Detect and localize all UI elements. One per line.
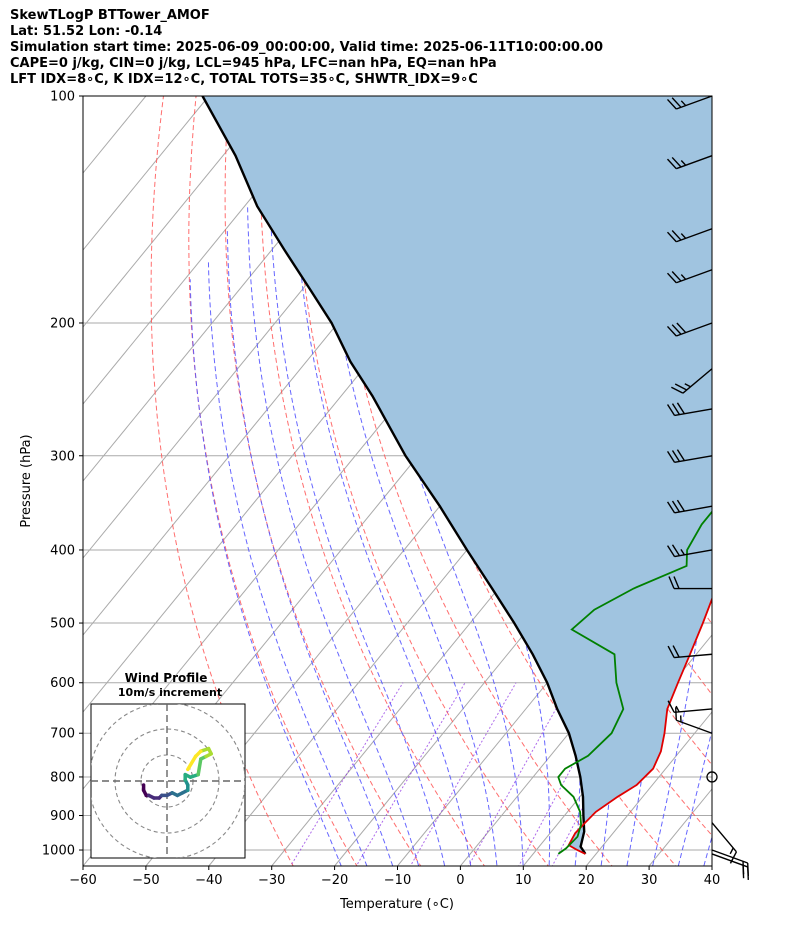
chart-title: SkewTLogP BTTower_AMOF xyxy=(10,8,210,23)
wind-barbs xyxy=(666,95,750,880)
location-line: Lat: 51.52 Lon: -0.14 xyxy=(10,24,163,39)
hodograph-segment xyxy=(186,754,198,772)
y-tick-label: 100 xyxy=(50,90,75,105)
y-tick-label: 500 xyxy=(50,617,75,632)
profile-lines xyxy=(201,96,712,855)
isotherm-line xyxy=(83,96,335,405)
mixing-ratio-line xyxy=(290,682,404,866)
x-tick-label: −50 xyxy=(132,873,159,888)
wind-barb xyxy=(666,402,713,417)
moist-adiabat xyxy=(189,279,342,866)
wind-barb xyxy=(711,853,750,880)
inset-title: Wind Profile xyxy=(125,671,208,685)
mixing-ratio-line xyxy=(355,682,466,866)
moist-adiabat xyxy=(623,96,711,866)
wind-barb xyxy=(666,228,713,243)
y-tick-label: 400 xyxy=(50,543,75,558)
dewpoint-line xyxy=(557,510,712,855)
wind-barb xyxy=(666,449,713,464)
x-tick-label: −40 xyxy=(195,873,222,888)
x-axis-label: Temperature (∘C) xyxy=(339,897,454,912)
moist-adiabat xyxy=(703,834,712,866)
mixing-ratio-line xyxy=(409,682,517,866)
wind-barb xyxy=(667,700,713,713)
index-line: LFT IDX=8∘C, K IDX=12∘C, TOTAL TOTS=35∘C… xyxy=(10,72,478,87)
y-axis-label: Pressure (hPa) xyxy=(19,434,34,527)
cape-shading xyxy=(202,96,712,854)
x-axis: −60 −50 −40 −30 −20 −10 0 10 20 30 40 xyxy=(69,866,720,888)
y-tick-label: 300 xyxy=(50,449,75,464)
y-axis: 1000 900 800 700 600 500 400 300 200 100 xyxy=(42,90,83,859)
time-line: Simulation start time: 2025-06-09_00:00:… xyxy=(10,40,603,55)
mixing-ratio-line xyxy=(467,682,572,866)
dry-adiabat xyxy=(224,96,422,866)
wind-barb xyxy=(667,645,713,659)
wind-barb xyxy=(666,95,713,110)
x-tick-label: 0 xyxy=(456,873,464,888)
x-tick-label: −60 xyxy=(69,873,96,888)
hodograph-segment xyxy=(196,757,203,777)
dry-adiabat xyxy=(423,96,712,766)
x-tick-label: 20 xyxy=(578,873,595,888)
hodograph-inset: Wind Profile 10m/s increment xyxy=(90,671,246,859)
dry-adiabat xyxy=(293,96,549,866)
isotherm-line xyxy=(83,96,210,251)
x-tick-label: −30 xyxy=(258,873,285,888)
chart-header: SkewTLogP BTTower_AMOF Lat: 51.52 Lon: -… xyxy=(10,8,603,88)
temperature-line xyxy=(567,596,712,855)
y-tick-label: 200 xyxy=(50,316,75,331)
isotherm-line xyxy=(83,96,84,97)
wind-barb xyxy=(668,576,712,590)
isotherm-line xyxy=(460,557,712,866)
x-tick-label: 10 xyxy=(515,873,532,888)
dry-adiabat xyxy=(259,96,486,866)
moist-adiabat xyxy=(247,206,420,866)
dry-adiabat xyxy=(777,83,794,881)
moist-adiabat xyxy=(226,228,394,866)
y-tick-label: 900 xyxy=(50,809,75,824)
x-tick-label: 30 xyxy=(641,873,658,888)
wind-barb xyxy=(671,368,713,394)
wind-barb xyxy=(666,155,713,170)
moist-adiabat xyxy=(207,259,368,866)
dry-adiabat xyxy=(188,96,358,866)
stability-line: CAPE=0 j/kg, CIN=0 j/kg, LCL=945 hPa, LF… xyxy=(10,56,497,71)
isotherm-line xyxy=(585,711,712,866)
x-tick-label: 40 xyxy=(704,873,721,888)
wind-barb xyxy=(674,707,713,734)
wind-barb xyxy=(666,269,713,284)
cape-cin-area xyxy=(202,96,712,854)
isotherm-line xyxy=(711,865,712,866)
moist-adiabat xyxy=(269,181,446,866)
x-tick-label: −20 xyxy=(321,873,348,888)
parcel-profile-line xyxy=(201,96,587,855)
moist-adiabat xyxy=(319,127,498,866)
wind-barb xyxy=(666,544,713,558)
inset-subtitle: 10m/s increment xyxy=(118,686,222,699)
y-tick-label: 600 xyxy=(50,676,75,691)
x-tick-label: −10 xyxy=(384,873,411,888)
moist-adiabat xyxy=(293,155,472,866)
y-tick-label: 800 xyxy=(50,770,75,785)
y-tick-label: 1000 xyxy=(42,844,75,859)
wind-barb xyxy=(666,499,713,514)
dry-adiabat xyxy=(745,83,794,881)
wind-barb xyxy=(666,322,713,337)
isotherm-line xyxy=(83,96,273,328)
dry-adiabat xyxy=(713,83,794,881)
y-tick-label: 700 xyxy=(50,727,75,742)
isotherm-line xyxy=(397,480,712,866)
